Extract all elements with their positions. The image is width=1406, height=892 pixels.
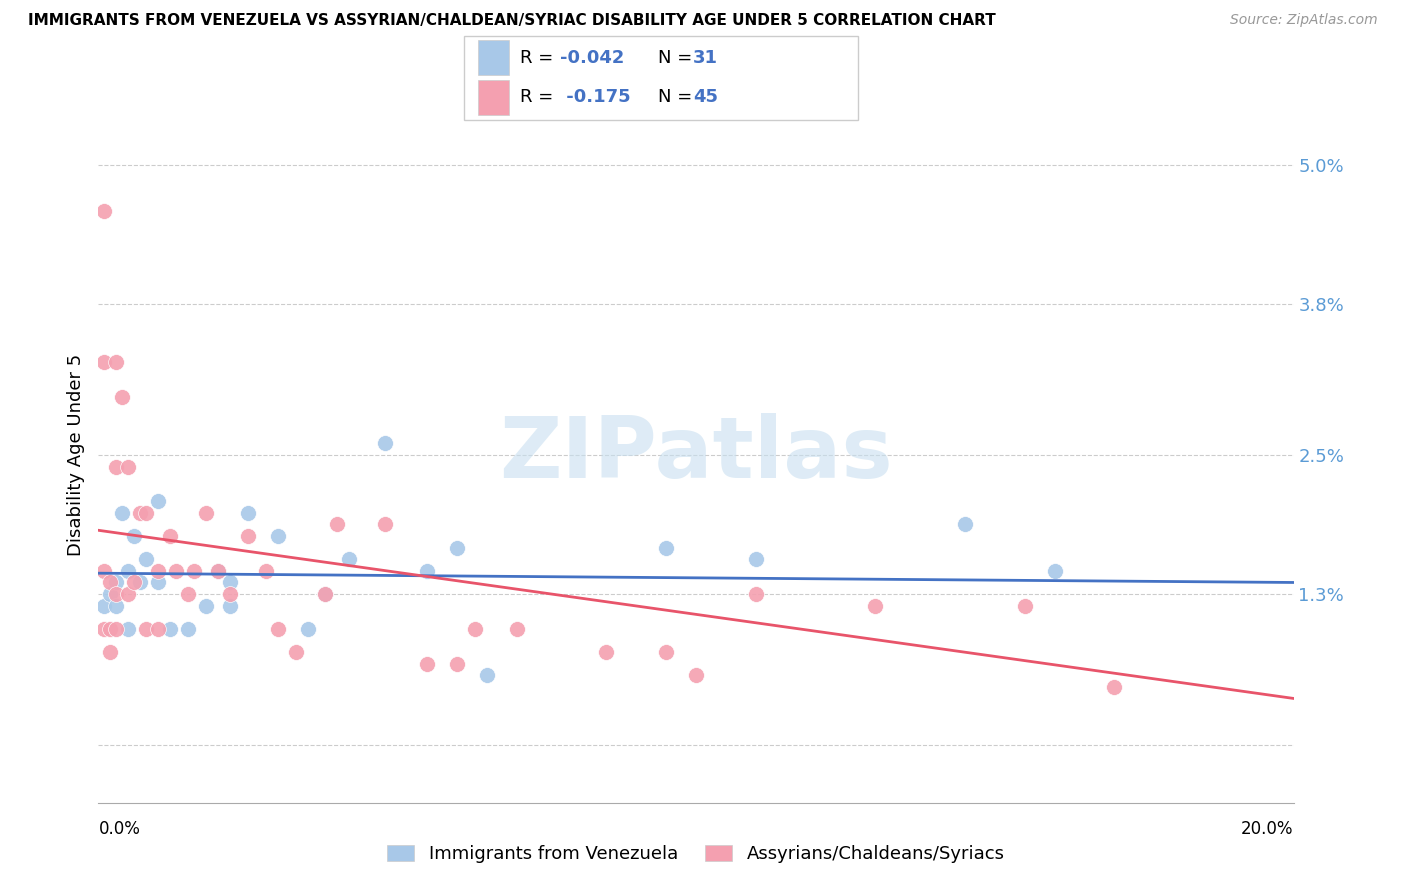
Text: 31: 31: [693, 49, 718, 67]
Point: [194, 599, 218, 613]
Point: [159, 622, 181, 636]
Point: [416, 657, 439, 671]
Point: [655, 645, 678, 659]
Text: -0.175: -0.175: [560, 88, 630, 106]
Point: [416, 564, 439, 578]
Point: [98, 587, 122, 601]
Point: [105, 355, 128, 369]
Text: R =: R =: [520, 49, 560, 67]
Point: [339, 552, 360, 566]
Point: [183, 564, 205, 578]
Point: [194, 506, 218, 520]
Point: [219, 575, 242, 590]
Point: [315, 587, 337, 601]
Point: [135, 506, 157, 520]
Point: [207, 564, 229, 578]
Point: [117, 564, 139, 578]
Text: 0.0%: 0.0%: [98, 820, 141, 838]
Point: [105, 459, 128, 474]
Point: [475, 668, 498, 682]
Text: N =: N =: [658, 49, 697, 67]
Point: [284, 645, 307, 659]
Point: [129, 575, 152, 590]
Point: [148, 575, 170, 590]
Point: [135, 552, 157, 566]
Point: [267, 622, 290, 636]
Point: [111, 390, 134, 404]
Point: [374, 436, 396, 450]
Point: [1104, 680, 1126, 694]
Text: N =: N =: [658, 88, 697, 106]
Text: -0.042: -0.042: [560, 49, 624, 67]
Point: [105, 575, 128, 590]
Point: [219, 599, 242, 613]
Point: [129, 506, 152, 520]
Point: [655, 541, 678, 555]
Legend: Immigrants from Venezuela, Assyrians/Chaldeans/Syriacs: Immigrants from Venezuela, Assyrians/Cha…: [387, 845, 1005, 863]
Point: [93, 599, 115, 613]
Point: [446, 657, 468, 671]
Point: [117, 622, 139, 636]
Point: [1014, 599, 1036, 613]
Point: [297, 622, 319, 636]
Point: [93, 622, 115, 636]
Point: [117, 587, 139, 601]
Point: [105, 599, 128, 613]
Point: [159, 529, 181, 543]
Point: [315, 587, 337, 601]
Point: [124, 529, 146, 543]
Text: IMMIGRANTS FROM VENEZUELA VS ASSYRIAN/CHALDEAN/SYRIAC DISABILITY AGE UNDER 5 COR: IMMIGRANTS FROM VENEZUELA VS ASSYRIAN/CH…: [28, 13, 995, 29]
Point: [236, 529, 259, 543]
Point: [506, 622, 529, 636]
Point: [1043, 564, 1066, 578]
Point: [953, 517, 976, 532]
Point: [685, 668, 707, 682]
Point: [135, 622, 157, 636]
Y-axis label: Disability Age Under 5: Disability Age Under 5: [66, 354, 84, 556]
Point: [117, 459, 139, 474]
Text: ZIPatlas: ZIPatlas: [499, 413, 893, 497]
Point: [464, 622, 486, 636]
Point: [98, 622, 122, 636]
Point: [446, 541, 468, 555]
Point: [177, 587, 200, 601]
Point: [745, 552, 768, 566]
Text: R =: R =: [520, 88, 560, 106]
Point: [595, 645, 617, 659]
Point: [93, 204, 115, 219]
Point: [93, 564, 115, 578]
Point: [219, 587, 242, 601]
Point: [148, 564, 170, 578]
Text: Source: ZipAtlas.com: Source: ZipAtlas.com: [1230, 13, 1378, 28]
Point: [267, 529, 290, 543]
Point: [105, 587, 128, 601]
Point: [745, 587, 768, 601]
Point: [177, 622, 200, 636]
Point: [105, 622, 128, 636]
Point: [148, 622, 170, 636]
Point: [236, 506, 259, 520]
Point: [207, 564, 229, 578]
Point: [98, 575, 122, 590]
Point: [111, 506, 134, 520]
Point: [374, 517, 396, 532]
Text: 20.0%: 20.0%: [1241, 820, 1294, 838]
Point: [148, 494, 170, 508]
Point: [93, 355, 115, 369]
Point: [865, 599, 887, 613]
Point: [165, 564, 187, 578]
Point: [124, 575, 146, 590]
Point: [254, 564, 277, 578]
Point: [98, 645, 122, 659]
Point: [326, 517, 349, 532]
Text: 45: 45: [693, 88, 718, 106]
